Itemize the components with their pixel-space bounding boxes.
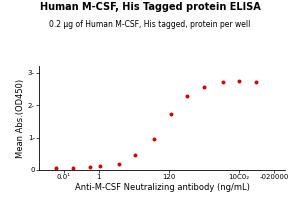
Point [133, 153, 138, 156]
Point [254, 80, 258, 83]
Text: 0.2 μg of Human M-CSF, His tagged, protein per well: 0.2 μg of Human M-CSF, His tagged, prote… [49, 20, 251, 29]
Point [168, 112, 173, 116]
Text: Human M-CSF, His Tagged protein ELISA: Human M-CSF, His Tagged protein ELISA [40, 2, 260, 12]
Point [185, 94, 190, 98]
Point [202, 86, 206, 89]
Point [152, 138, 156, 141]
X-axis label: Anti-M-CSF Neutralizing antibody (ng/mL): Anti-M-CSF Neutralizing antibody (ng/mL) [75, 183, 249, 192]
Point [98, 165, 103, 168]
Point [116, 163, 121, 166]
Point [53, 167, 58, 170]
Point [237, 79, 242, 82]
Y-axis label: Mean Abs.(OD450): Mean Abs.(OD450) [16, 78, 25, 158]
Point [220, 80, 225, 83]
Point [87, 166, 92, 169]
Point [70, 166, 75, 169]
